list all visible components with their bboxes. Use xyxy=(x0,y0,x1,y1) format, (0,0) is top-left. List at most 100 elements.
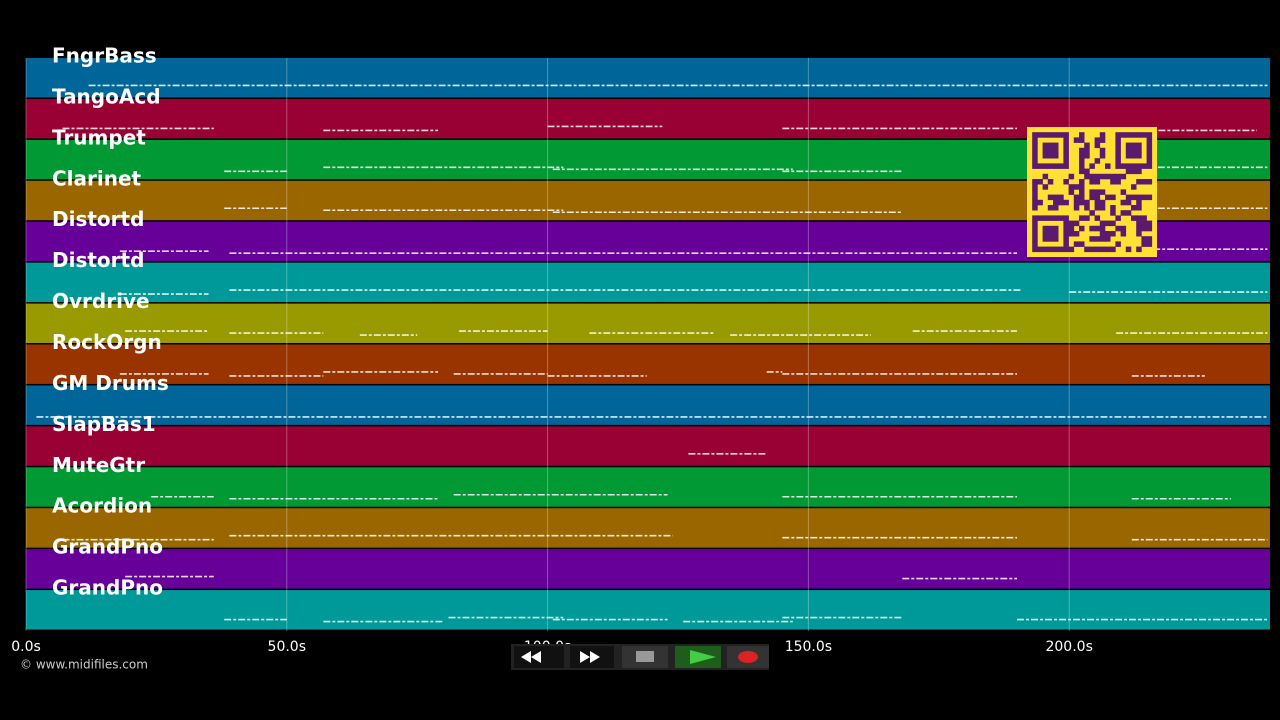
qr-cell xyxy=(1094,179,1101,185)
qr-cell xyxy=(1125,199,1132,206)
qr-cell xyxy=(1084,215,1090,221)
qr-cell xyxy=(1089,236,1095,242)
qr-cell xyxy=(1037,199,1043,206)
qr-cell xyxy=(1105,246,1111,253)
qr-cell xyxy=(1053,236,1059,242)
qr-cell xyxy=(1089,194,1095,201)
qr-cell xyxy=(1042,236,1049,242)
qr-cell xyxy=(1042,215,1049,221)
qr-cell xyxy=(1110,194,1116,201)
qr-cell xyxy=(1105,231,1111,237)
qr-cell xyxy=(1136,132,1142,138)
qr-cell xyxy=(1063,225,1069,232)
qr-cell xyxy=(1115,225,1121,232)
qr-cell xyxy=(1115,137,1121,143)
track-row xyxy=(26,590,1270,630)
track-label: RockOrgn xyxy=(52,330,162,354)
qr-cell xyxy=(1094,225,1101,232)
qr-cell xyxy=(1047,153,1054,159)
qr-cell xyxy=(1146,132,1153,138)
qr-cell xyxy=(1146,137,1153,143)
qr-cell xyxy=(1089,179,1095,185)
qr-cell xyxy=(1032,163,1038,169)
qr-cell xyxy=(1047,205,1054,211)
qr-cell xyxy=(1068,220,1075,227)
qr-cell xyxy=(1131,153,1137,159)
qr-cell xyxy=(1058,215,1064,221)
qr-cell xyxy=(1099,236,1106,242)
qr-cell xyxy=(1105,163,1111,169)
qr-cell xyxy=(1084,205,1090,211)
qr-cell xyxy=(1053,215,1059,221)
qr-cell xyxy=(1131,142,1137,149)
qr-cell xyxy=(1131,215,1137,221)
qr-cell xyxy=(1115,215,1121,221)
qr-cell xyxy=(1136,199,1142,206)
forward-button[interactable] xyxy=(570,646,614,668)
qr-cell xyxy=(1053,246,1059,253)
qr-cell xyxy=(1084,199,1090,206)
qr-cell xyxy=(1037,163,1043,169)
qr-cell xyxy=(1141,179,1147,185)
qr-cell xyxy=(1131,147,1137,154)
track-label: SlapBas1 xyxy=(52,412,156,436)
track-label: Trumpet xyxy=(52,125,146,149)
play-button[interactable] xyxy=(675,646,721,668)
qr-cell xyxy=(1099,147,1106,154)
track-row xyxy=(26,549,1270,589)
qr-cell xyxy=(1047,163,1054,169)
qr-cell xyxy=(1058,163,1064,169)
qr-cell xyxy=(1141,132,1147,138)
qr-cell xyxy=(1125,132,1132,138)
qr-cell xyxy=(1073,220,1080,227)
qr-cell xyxy=(1079,184,1085,190)
qr-cell xyxy=(1094,205,1101,211)
track-row xyxy=(26,262,1270,303)
qr-cell xyxy=(1032,158,1038,164)
qr-cell xyxy=(1115,147,1121,154)
rewind-button[interactable] xyxy=(514,646,564,668)
qr-cell xyxy=(1110,231,1116,237)
qr-cell xyxy=(1146,236,1153,242)
qr-cell xyxy=(1032,194,1038,201)
qr-cell xyxy=(1053,153,1059,159)
qr-cell xyxy=(1105,220,1111,227)
qr-cell xyxy=(1042,184,1049,190)
qr-cell xyxy=(1032,137,1038,143)
record-button[interactable] xyxy=(727,646,769,668)
qr-cell xyxy=(1089,163,1095,169)
track-label: GrandPno xyxy=(52,576,163,600)
qr-cell xyxy=(1099,220,1106,227)
qr-cell xyxy=(1131,132,1137,138)
qr-cell xyxy=(1079,147,1085,154)
qr-cell xyxy=(1032,225,1038,232)
qr-cell xyxy=(1125,194,1132,201)
qr-cell xyxy=(1079,225,1085,232)
qr-cell xyxy=(1053,199,1059,206)
stop-button[interactable] xyxy=(622,646,668,668)
qr-cell xyxy=(1063,158,1069,164)
track-labels: FngrBass TangoAcd Trumpet Clarinet Distortd D… xyxy=(52,44,169,600)
qr-cell xyxy=(1068,225,1075,232)
qr-cell xyxy=(1037,215,1043,221)
qr-cell xyxy=(1131,184,1137,190)
track-row xyxy=(26,508,1270,548)
qr-cell xyxy=(1047,231,1054,237)
qr-cell xyxy=(1136,225,1142,232)
qr-cell xyxy=(1047,132,1054,138)
qr-cell xyxy=(1136,168,1142,175)
qr-cell xyxy=(1053,147,1059,154)
qr-cell xyxy=(1094,236,1101,242)
qr-cell xyxy=(1099,189,1106,195)
qr-cell xyxy=(1115,132,1121,138)
qr-cell xyxy=(1120,210,1127,216)
qr-cell xyxy=(1146,241,1153,247)
qr-cell xyxy=(1032,179,1038,185)
qr-cell xyxy=(1032,132,1038,138)
qr-code xyxy=(1027,127,1157,257)
qr-cell xyxy=(1037,246,1043,253)
qr-cell xyxy=(1125,210,1132,216)
time-tick-label: 200.0s xyxy=(1045,639,1092,655)
qr-cell xyxy=(1073,184,1080,190)
qr-cell xyxy=(1099,199,1106,206)
